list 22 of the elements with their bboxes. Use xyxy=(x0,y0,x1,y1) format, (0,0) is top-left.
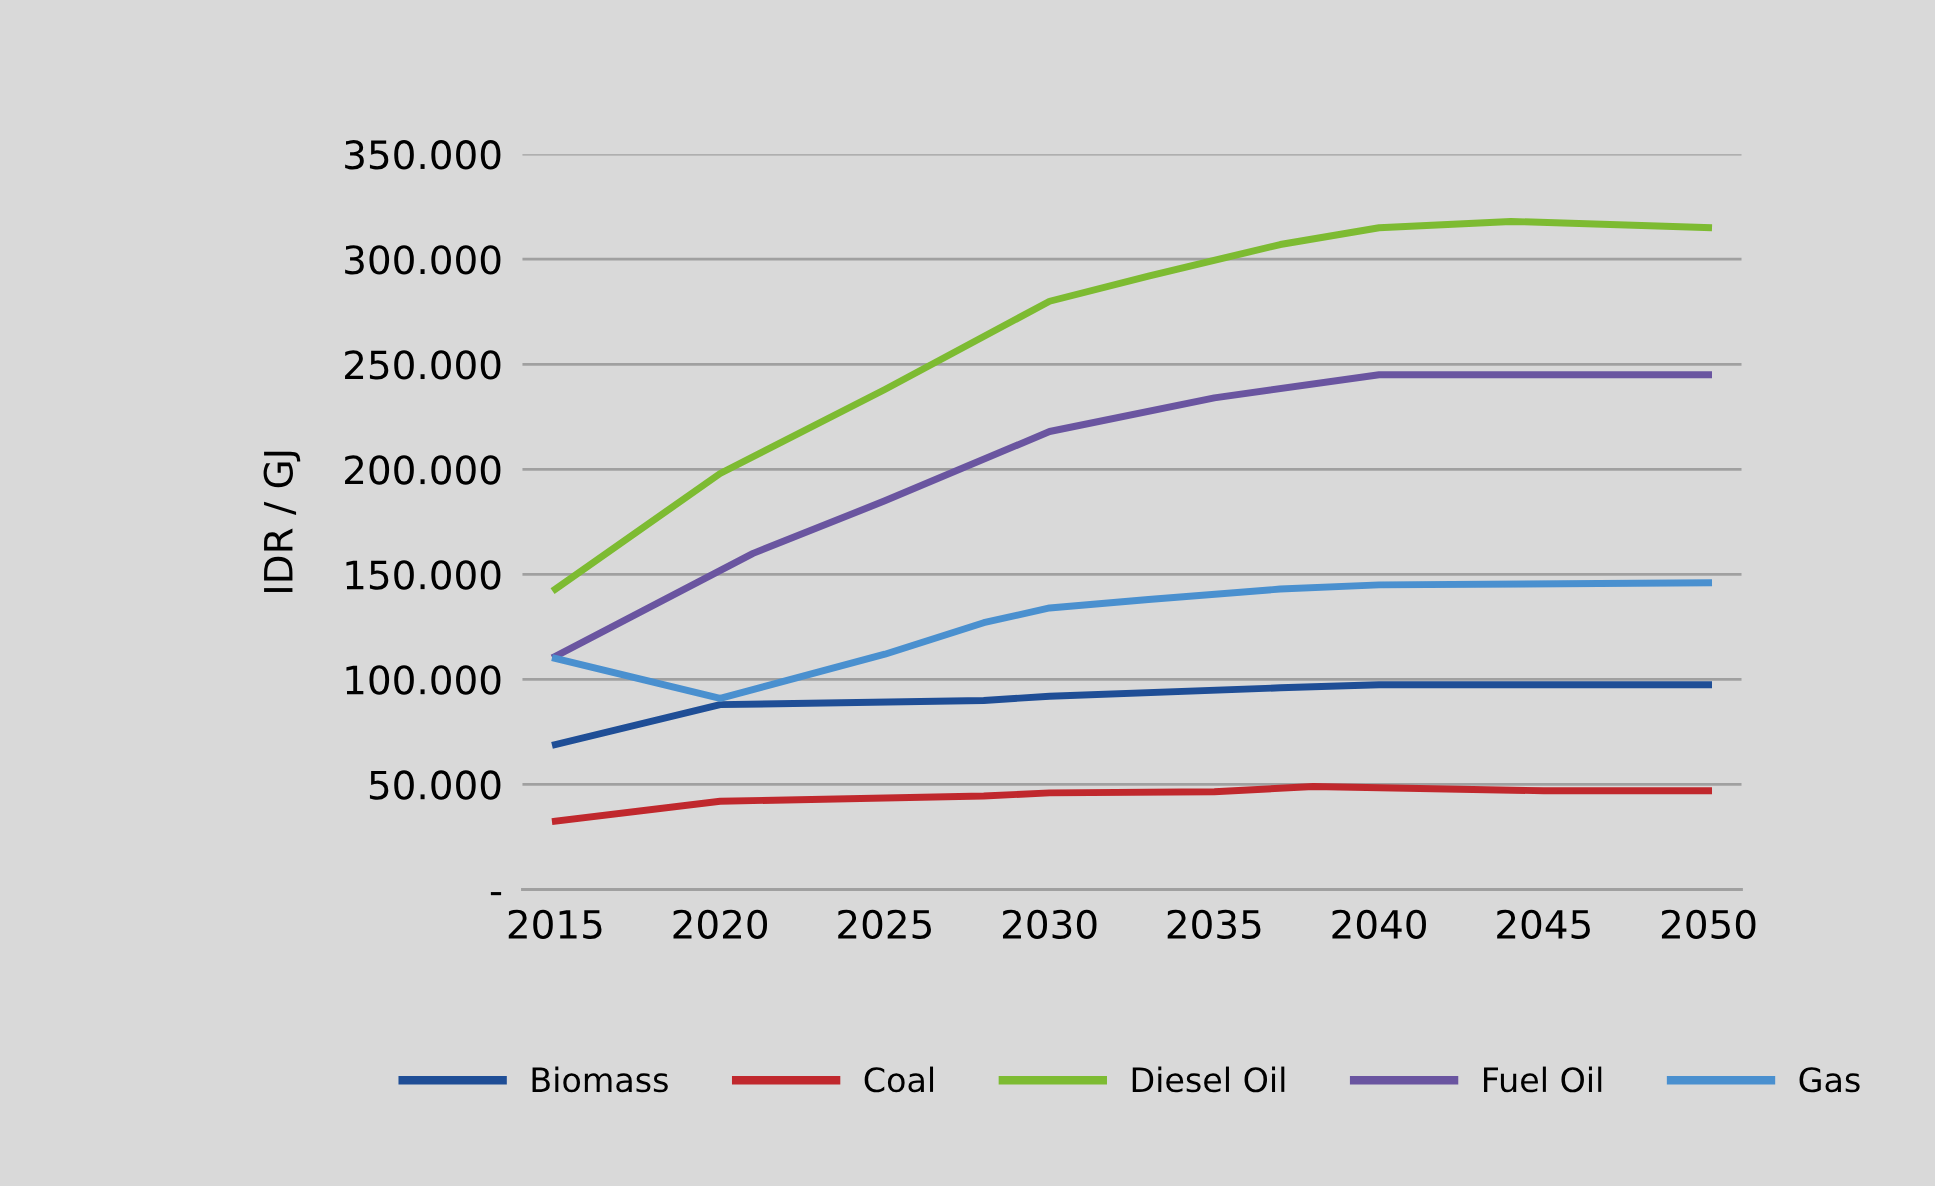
x-tick-label: 2030 xyxy=(1002,909,1097,940)
y-tick-label: 300.000 xyxy=(345,245,501,275)
y-tick-label: - xyxy=(490,892,502,896)
legend-label: Coal xyxy=(864,1066,934,1093)
x-tick-label: 2050 xyxy=(1661,909,1756,940)
x-tick-label: 2045 xyxy=(1497,909,1590,940)
y-tick-label: 200.000 xyxy=(345,455,501,485)
legend-label: Biomass xyxy=(532,1066,668,1093)
y-tick-label: 250.000 xyxy=(345,350,501,380)
x-tick-label: 2035 xyxy=(1167,909,1261,940)
x-tick-label: 2015 xyxy=(508,909,602,940)
x-tick-label: 2040 xyxy=(1332,909,1426,940)
x-tick-label: 2025 xyxy=(838,909,931,940)
x-tick-label: 2020 xyxy=(673,909,768,940)
legend-label: Gas xyxy=(1799,1067,1860,1093)
y-tick-label: 100.000 xyxy=(346,665,501,695)
y-tick-label: 350.000 xyxy=(345,140,501,170)
y-tick-label: 150.000 xyxy=(346,560,501,590)
legend-label: Diesel Oil xyxy=(1132,1066,1285,1093)
y-tick-label: 50.000 xyxy=(369,770,501,800)
y-axis-title: IDR / GJ xyxy=(263,451,301,592)
legend-label: Fuel Oil xyxy=(1484,1066,1602,1093)
